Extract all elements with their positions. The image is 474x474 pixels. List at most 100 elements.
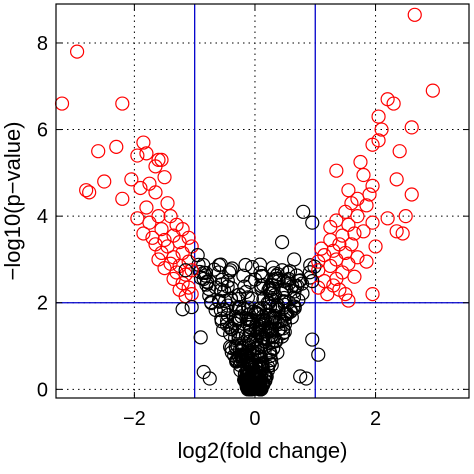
- data-point: [341, 293, 356, 308]
- data-point: [223, 263, 238, 278]
- data-point: [54, 96, 70, 111]
- data-point: [311, 263, 326, 278]
- data-point: [115, 191, 130, 206]
- data-point: [136, 226, 151, 241]
- data-point: [255, 330, 270, 346]
- data-point: [389, 224, 404, 239]
- data-point: [190, 248, 205, 263]
- data-point: [287, 301, 302, 316]
- data-point: [274, 235, 290, 250]
- data-point: [133, 180, 148, 196]
- data-point: [279, 282, 294, 297]
- data-point: [389, 172, 404, 187]
- data-point: [380, 211, 395, 226]
- data-point: [302, 265, 317, 280]
- data-point: [252, 257, 268, 272]
- data-point: [286, 290, 302, 305]
- data-point: [350, 209, 365, 224]
- data-point: [245, 343, 260, 358]
- data-point: [184, 239, 199, 254]
- data-point: [222, 339, 238, 354]
- data-point: [395, 226, 410, 241]
- y-tick-label: 6: [37, 120, 48, 142]
- data-point: [260, 295, 275, 311]
- data-point: [262, 299, 278, 314]
- data-point: [237, 372, 252, 387]
- data-point: [211, 265, 226, 280]
- data-point: [238, 284, 253, 300]
- data-point: [323, 232, 338, 248]
- data-point: [241, 357, 256, 372]
- data-point: [374, 122, 389, 137]
- data-point: [332, 282, 347, 297]
- data-point: [359, 254, 374, 269]
- data-point: [220, 273, 235, 289]
- data-point: [356, 224, 371, 239]
- data-point: [356, 167, 371, 183]
- data-point: [178, 263, 193, 278]
- data-point: [365, 286, 380, 302]
- data-point: [407, 7, 422, 22]
- data-point: [267, 266, 282, 281]
- data-point: [371, 109, 386, 124]
- y-tick-label: 8: [37, 33, 48, 55]
- data-point: [359, 198, 374, 213]
- data-point: [299, 371, 314, 386]
- data-point: [404, 187, 419, 202]
- x-axis-label: log2(fold change): [177, 438, 347, 463]
- data-point: [181, 230, 196, 245]
- data-point: [204, 296, 219, 311]
- data-point: [115, 96, 130, 111]
- data-point: [70, 44, 85, 59]
- data-point: [305, 273, 320, 289]
- data-point: [293, 369, 308, 384]
- data-point: [154, 222, 169, 237]
- y-tick-label: 2: [37, 293, 48, 315]
- data-point: [91, 144, 106, 159]
- data-point: [178, 289, 193, 304]
- plot-frame: [55, 3, 470, 399]
- data-point: [193, 330, 208, 345]
- data-point: [202, 288, 217, 303]
- data-point: [242, 327, 257, 343]
- data-point: [225, 322, 240, 337]
- data-point: [255, 377, 270, 392]
- data-point: [341, 183, 356, 198]
- data-point: [196, 271, 211, 287]
- data-point: [82, 185, 97, 200]
- data-point: [225, 261, 240, 276]
- x-tick-label: −2: [123, 408, 146, 430]
- data-point: [269, 268, 284, 284]
- data-point: [311, 254, 326, 269]
- data-point: [142, 215, 157, 230]
- data-point: [283, 304, 298, 319]
- data-point: [274, 263, 290, 278]
- data-point: [287, 252, 302, 267]
- nonsignificant-series: [175, 204, 326, 386]
- data-point: [265, 286, 280, 301]
- data-point: [365, 178, 380, 193]
- data-point: [265, 341, 281, 357]
- data-point: [392, 144, 407, 159]
- data-point: [270, 314, 285, 329]
- data-point: [231, 311, 246, 326]
- data-point: [219, 317, 235, 332]
- data-point: [293, 273, 308, 288]
- data-point: [246, 376, 261, 391]
- data-point: [305, 215, 320, 230]
- data-point: [184, 299, 199, 315]
- data-point: [320, 286, 335, 302]
- data-point: [184, 263, 199, 278]
- data-point: [305, 332, 320, 347]
- data-point: [425, 83, 440, 98]
- data-point: [404, 120, 419, 135]
- data-point: [166, 271, 181, 287]
- data-point: [289, 268, 304, 283]
- data-point: [124, 172, 139, 187]
- data-point: [253, 314, 268, 329]
- y-axis-label: −log10(p−value): [0, 121, 25, 280]
- data-point: [157, 232, 172, 248]
- data-point: [254, 338, 269, 353]
- data-point: [276, 294, 292, 309]
- data-point: [97, 174, 112, 189]
